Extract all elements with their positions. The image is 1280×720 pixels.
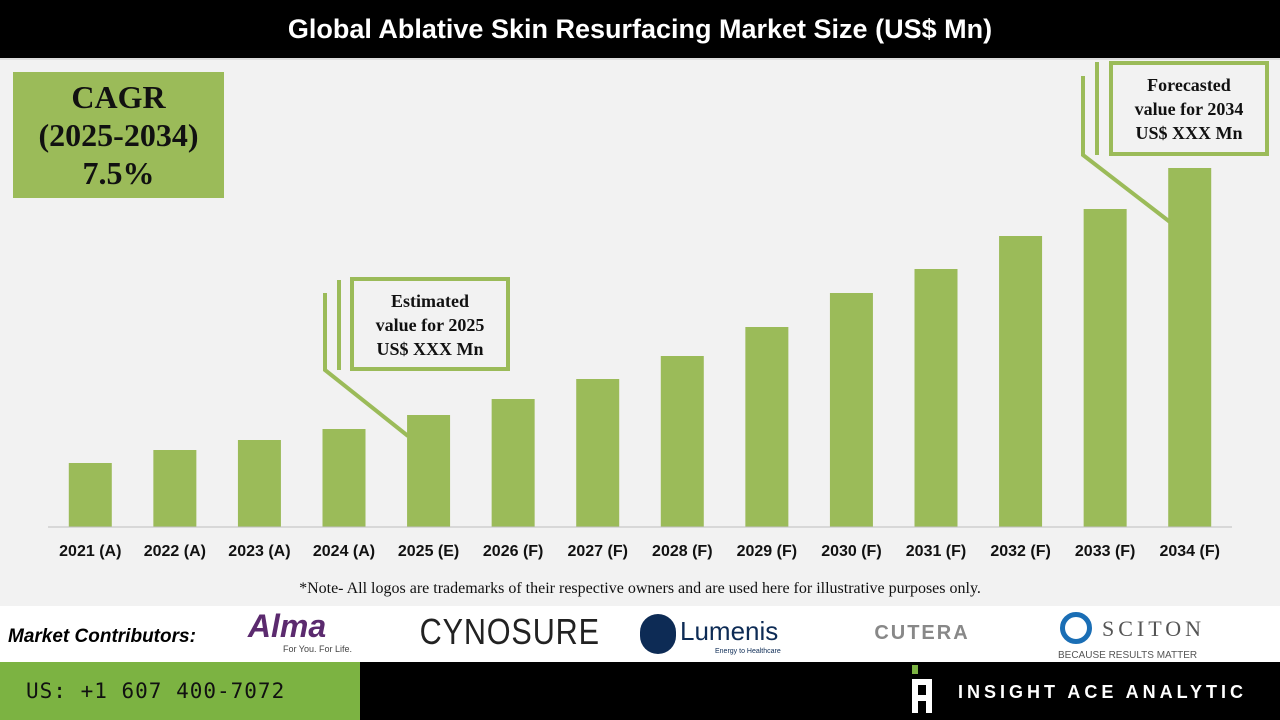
cutera-logo: CUTERA — [874, 622, 970, 644]
callout-line: value for 2034 — [1134, 99, 1244, 119]
callout-2025-connector — [323, 293, 410, 438]
bar-2029-F — [745, 327, 789, 527]
phone-number: US: +1 607 400-7072 — [0, 662, 360, 720]
trademark-note: *Note- All logos are trademarks of their… — [299, 580, 981, 597]
brand-name: INSIGHT ACE ANALYTIC — [957, 682, 1247, 702]
callout-line: value for 2025 — [375, 315, 485, 335]
bar-2025-E — [407, 415, 451, 527]
bar-2031-F — [914, 269, 958, 527]
x-tick-label: 2034 (F) — [1159, 543, 1219, 560]
lumenis-mark-icon — [640, 614, 676, 654]
bar-2034-F — [1168, 168, 1212, 527]
cynosure-logo: CYNOSURE — [419, 611, 600, 652]
contributors-label: Market Contributors: — [8, 626, 196, 647]
callout-line: Forecasted — [1147, 75, 1231, 95]
callout-line: US$ XXX Mn — [1135, 123, 1243, 143]
bar-2023-A — [237, 440, 281, 527]
x-tick-label: 2021 (A) — [59, 543, 121, 560]
callout-2025: Estimated value for 2025 US$ XXX Mn — [350, 277, 510, 371]
x-tick-label: 2024 (A) — [313, 543, 375, 560]
cagr-period: (2025-2034) — [38, 117, 199, 153]
bar-chart: 2021 (A) 2022 (A) 2023 (A) 2024 (A) 2025 (E)… — [48, 62, 1232, 560]
x-tick-label: 2025 (E) — [398, 543, 459, 560]
bar-2028-F — [660, 356, 704, 527]
cagr-box: CAGR (2025-2034) 7.5% — [13, 72, 224, 198]
x-tick-label: 2023 (A) — [228, 543, 290, 560]
bar-2026-F — [491, 399, 535, 527]
x-tick-label: 2032 (F) — [990, 543, 1050, 560]
x-tick-label: 2028 (F) — [652, 543, 712, 560]
bar-2024-A — [322, 429, 366, 527]
market-contributors: Market Contributors: Alma For You. For L… — [0, 606, 1280, 662]
cagr-value: 7.5% — [82, 155, 155, 191]
x-tick-label: 2030 (F) — [821, 543, 881, 560]
callout-2034: Forecasted value for 2034 US$ XXX Mn — [1109, 61, 1269, 156]
callout-2034-connector — [1081, 76, 1172, 224]
cagr-label: CAGR — [71, 79, 166, 115]
callout-line: US$ XXX Mn — [376, 339, 484, 359]
bar-2022-A — [153, 450, 197, 527]
x-tick-label: 2026 (F) — [483, 543, 543, 560]
footer-brand: INSIGHT ACE ANALYTIC — [360, 662, 1280, 720]
alma-logo: Alma For You. For Life. — [247, 608, 352, 654]
bar-2021-A — [68, 463, 112, 527]
bar-2033-F — [1083, 209, 1127, 527]
callout-line: Estimated — [391, 291, 469, 311]
insight-ace-logo-icon — [912, 665, 932, 713]
chart-title: Global Ablative Skin Resurfacing Market … — [0, 0, 1280, 58]
x-tick-label: 2031 (F) — [906, 543, 966, 560]
x-tick-label: 2029 (F) — [737, 543, 797, 560]
x-tick-label: 2022 (A) — [144, 543, 206, 560]
bar-2032-F — [999, 236, 1043, 527]
sciton-mark-icon — [1060, 612, 1092, 644]
bar-2030-F — [829, 293, 873, 527]
x-tick-label: 2027 (F) — [567, 543, 627, 560]
bar-2027-F — [576, 379, 620, 527]
x-tick-label: 2033 (F) — [1075, 543, 1135, 560]
